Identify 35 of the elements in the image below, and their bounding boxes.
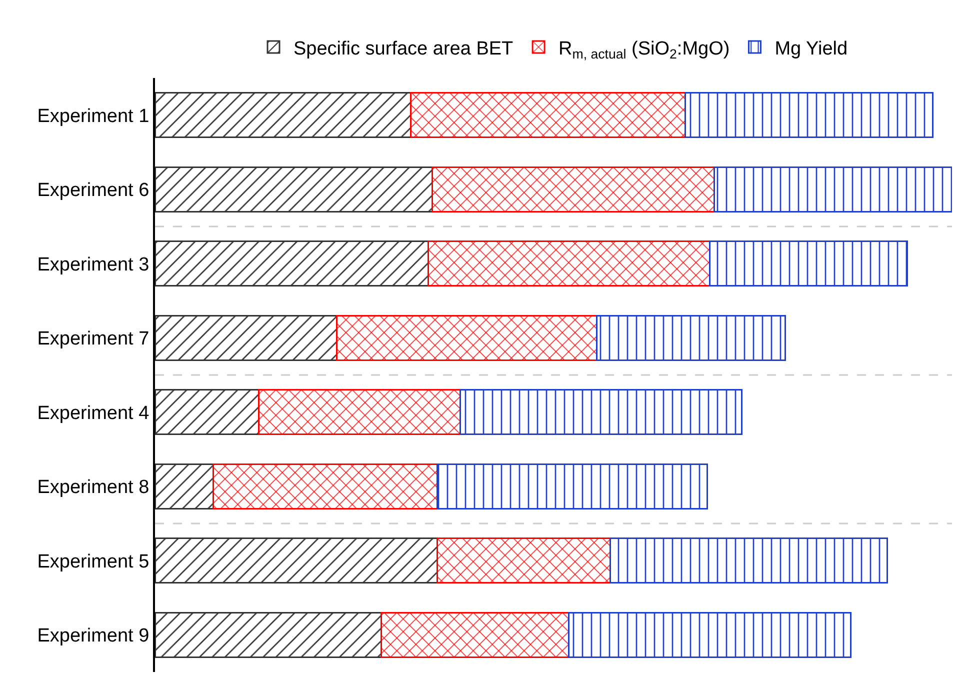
bar xyxy=(155,314,338,361)
bar xyxy=(212,463,438,510)
bar xyxy=(155,612,382,658)
bar xyxy=(684,92,934,138)
series-label: R$_{m, actual}$ (SiO$_{2}$:MgO) xyxy=(558,38,730,62)
bar xyxy=(428,240,710,287)
bar xyxy=(714,166,952,212)
series-label: Mg Yield xyxy=(774,38,848,60)
bar xyxy=(436,463,708,510)
bar xyxy=(568,612,852,658)
bar xyxy=(436,538,611,584)
y-tick-label: Experiment 1 xyxy=(37,106,150,127)
y-tick-label: Experiment 4 xyxy=(37,402,150,424)
bar xyxy=(155,538,438,584)
bar xyxy=(460,389,742,436)
bar xyxy=(155,389,260,436)
bar xyxy=(155,92,412,138)
bar xyxy=(410,92,686,138)
bar xyxy=(609,538,888,584)
bar xyxy=(708,240,908,287)
y-tick-label: Experiment 8 xyxy=(37,477,150,498)
bar xyxy=(432,166,716,212)
bar xyxy=(380,612,570,658)
y-tick-label: Experiment 3 xyxy=(37,254,150,276)
y-tick-label: Experiment 6 xyxy=(37,180,150,202)
bar xyxy=(155,240,430,287)
series-label: Specific surface area BET xyxy=(294,38,514,60)
y-tick-label: Experiment 5 xyxy=(37,551,150,572)
bar xyxy=(155,463,214,510)
y-tick-label: Experiment 9 xyxy=(37,626,150,647)
y-tick-label: Experiment 7 xyxy=(37,328,150,350)
bar xyxy=(155,166,434,212)
bar xyxy=(336,314,598,361)
bar xyxy=(596,314,786,361)
bar xyxy=(258,389,461,436)
